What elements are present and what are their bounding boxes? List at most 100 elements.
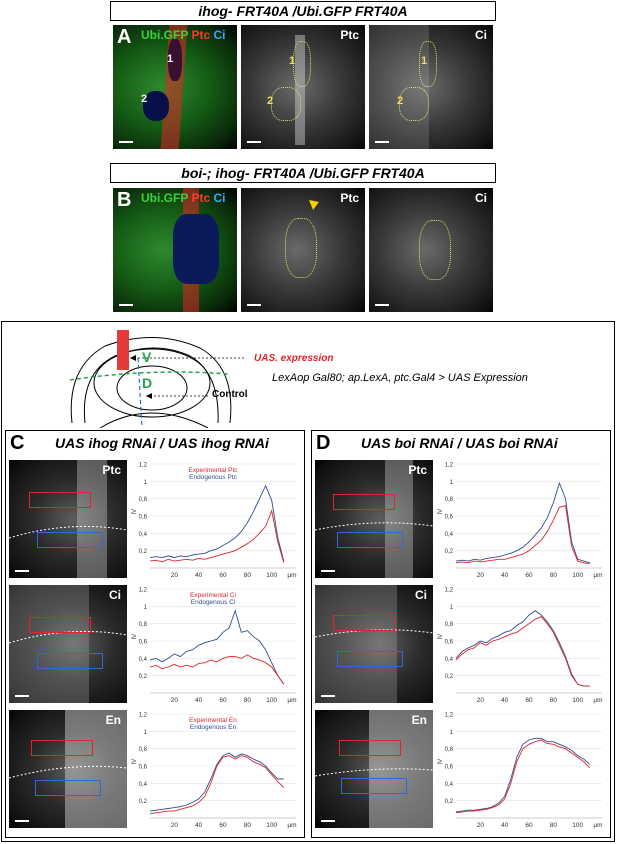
merge-channel-labels: Ubi.GFP Ptc Ci xyxy=(141,28,226,42)
d-en-profile-chart: 0,2 0,4 0,6 0,8 1 1,2 20 40 60 80 100 µm IV xyxy=(438,713,603,830)
scale-bar xyxy=(247,304,261,306)
x-tick-label: 100 xyxy=(266,697,277,704)
clone-outline xyxy=(419,220,451,280)
panel-c-title: UAS ihog RNAi / UAS ihog RNAi xyxy=(55,435,269,451)
control-roi xyxy=(37,532,103,548)
x-axis-label: µm xyxy=(287,572,296,579)
y-tick-label: 0,4 xyxy=(139,532,148,538)
merge-channel-labels: Ubi.GFP Ptc Ci xyxy=(141,191,226,205)
y-tick-label: 0,8 xyxy=(445,497,454,503)
y-tick-label: 0,6 xyxy=(445,765,454,771)
y-tick-label: 0,4 xyxy=(445,657,454,663)
series-line-experimental xyxy=(149,755,285,815)
panel-d-frame xyxy=(311,430,611,838)
d-ci-profile-chart: 0,2 0,4 0,6 0,8 1 1,2 20 40 60 80 100 µm IV xyxy=(438,588,603,705)
x-tick-label: 60 xyxy=(525,572,533,579)
x-tick-label: 60 xyxy=(219,697,227,704)
c-ptc-profile-chart: 0,2 0,4 0,6 0,8 1 1,2 20 40 60 80 100 µm IV Experimen… xyxy=(132,463,297,580)
y-tick-label: 1,2 xyxy=(445,588,454,594)
clone-outline-2 xyxy=(271,87,301,121)
x-tick-label: 20 xyxy=(171,822,179,829)
d-en-image: En xyxy=(315,710,433,828)
arrowhead-icon xyxy=(309,200,319,210)
scale-bar xyxy=(119,141,133,143)
y-tick-label: 0,4 xyxy=(139,657,148,663)
y-tick-label: 1,2 xyxy=(445,463,454,469)
x-tick-label: 100 xyxy=(572,697,583,704)
scale-bar xyxy=(119,304,133,306)
expression-domain xyxy=(315,585,397,703)
channel-label-ptc: Ptc xyxy=(340,28,359,42)
scale-bar xyxy=(15,695,29,697)
y-axis-label: IV xyxy=(438,634,444,640)
experimental-roi xyxy=(29,492,91,508)
y-axis-label: IV xyxy=(132,509,138,515)
x-tick-label: 80 xyxy=(550,697,558,704)
clone-dark-region xyxy=(143,91,169,121)
panel-letter-a: A xyxy=(117,26,132,48)
legend-entry: Endogenous En xyxy=(190,724,237,731)
clone-dark-region xyxy=(168,39,182,81)
expression-domain xyxy=(385,460,413,578)
series-line-endogenous xyxy=(149,609,285,685)
x-axis-label: µm xyxy=(287,822,296,829)
series-line-experimental xyxy=(455,616,590,687)
ptc-stripe xyxy=(295,35,305,145)
y-tick-label: 1,2 xyxy=(139,713,148,719)
clone-label-2: 2 xyxy=(397,95,404,107)
x-tick-label: 40 xyxy=(195,822,203,829)
y-tick-label: 0,6 xyxy=(445,515,454,521)
y-tick-label: 0,6 xyxy=(445,640,454,646)
expression-domain xyxy=(77,460,107,578)
y-tick-label: 1 xyxy=(450,605,454,611)
series-line-endogenous xyxy=(455,481,590,564)
x-tick-label: 20 xyxy=(477,697,485,704)
panel-letter-c: C xyxy=(10,432,25,454)
row-b-ptc-image: Ptc xyxy=(241,188,365,312)
y-tick-label: 0,2 xyxy=(445,799,454,805)
y-tick-label: 1,2 xyxy=(139,588,148,594)
label-ci: Ci xyxy=(213,191,226,205)
y-tick-label: 1,2 xyxy=(445,713,454,719)
clone-outline-2 xyxy=(399,87,429,121)
clone-outline xyxy=(285,218,317,278)
clone-outline-1 xyxy=(419,41,437,87)
series-line-experimental xyxy=(455,739,591,814)
panel-letter-d: D xyxy=(316,432,331,454)
y-tick-label: 0,8 xyxy=(445,622,454,628)
x-tick-label: 60 xyxy=(219,572,227,579)
channel-label-en: En xyxy=(411,713,427,727)
y-tick-label: 1 xyxy=(144,605,148,611)
x-axis-label: µm xyxy=(287,697,296,704)
y-tick-label: 0,6 xyxy=(139,765,148,771)
control-label: Control xyxy=(212,389,248,400)
scale-bar xyxy=(321,695,335,697)
series-line-endogenous xyxy=(149,484,285,562)
clone-label-1: 1 xyxy=(289,55,296,67)
y-tick-label: 0,2 xyxy=(139,674,148,680)
y-tick-label: 0,2 xyxy=(139,549,148,555)
d-ci-image: Ci xyxy=(315,585,433,703)
schematic-d-label: D xyxy=(142,375,153,391)
row-a-title: ihog- FRT40A /Ubi.GFP FRT40A xyxy=(110,1,496,21)
x-tick-label: 80 xyxy=(244,822,252,829)
x-tick-label: 80 xyxy=(244,572,252,579)
y-tick-label: 1 xyxy=(450,480,454,486)
c-ptc-image: Ptc xyxy=(9,460,127,578)
control-roi xyxy=(37,653,103,669)
y-tick-label: 0,4 xyxy=(139,782,148,788)
row-b-title-text: boi-; ihog- FRT40A /Ubi.GFP FRT40A xyxy=(181,165,425,181)
x-tick-label: 40 xyxy=(501,572,509,579)
y-tick-label: 0,2 xyxy=(445,549,454,555)
control-roi xyxy=(337,532,403,548)
y-axis-label: IV xyxy=(438,759,444,765)
x-tick-label: 20 xyxy=(171,572,179,579)
scale-bar xyxy=(321,570,335,572)
panel-d-title: UAS boi RNAi / UAS boi RNAi xyxy=(361,435,558,451)
y-axis-label: IV xyxy=(438,509,444,515)
wing-disc-schematic xyxy=(69,330,245,428)
y-tick-label: 1 xyxy=(144,480,148,486)
row-a-title-text: ihog- FRT40A /Ubi.GFP FRT40A xyxy=(198,3,408,19)
control-roi xyxy=(337,651,403,667)
y-tick-label: 1 xyxy=(144,730,148,736)
